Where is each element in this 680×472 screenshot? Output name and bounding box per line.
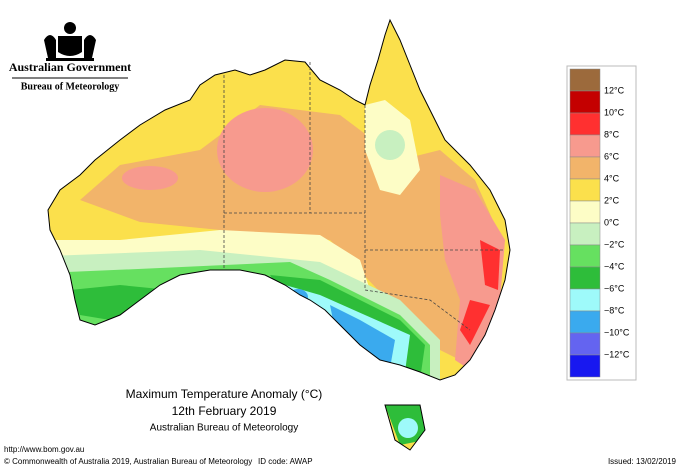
legend-label: −6°C <box>604 283 625 293</box>
legend-label: 6°C <box>604 151 620 161</box>
legend-swatch <box>569 200 601 224</box>
legend-label: 12°C <box>604 85 625 95</box>
issued: Issued: 13/02/2019 <box>608 457 677 466</box>
copyright: © Commonwealth of Australia 2019, Austra… <box>4 457 252 466</box>
legend-label: 8°C <box>604 129 620 139</box>
legend-label: 4°C <box>604 173 620 183</box>
legend-swatch <box>569 332 601 356</box>
legend-label: 0°C <box>604 217 620 227</box>
legend-swatch <box>569 90 601 114</box>
legend-swatch <box>569 266 601 290</box>
legend-swatch <box>569 68 601 92</box>
emblem <box>44 22 96 61</box>
legend-swatch <box>569 178 601 202</box>
legend-swatch <box>569 354 601 378</box>
legend-swatch <box>569 310 601 334</box>
legend: 12°C 10°C 8°C 6°C 4°C 2°C 0°C −2°C −4°C −6°C −8°C −… <box>566 65 637 381</box>
legend-label: 10°C <box>604 107 625 117</box>
legend-label: −2°C <box>604 239 625 249</box>
legend-swatch <box>569 112 601 136</box>
map-date: 12th February 2019 <box>172 404 277 418</box>
map-title: Maximum Temperature Anomaly (°C) <box>126 387 323 401</box>
legend-label: −8°C <box>604 305 625 315</box>
bureau: Bureau of Meteorology <box>21 81 120 92</box>
legend-frame <box>566 65 637 381</box>
coastline <box>47 18 511 451</box>
url: http://www.bom.gov.au <box>4 445 84 454</box>
legend-label: −12°C <box>604 349 630 359</box>
map-source: Australian Bureau of Meteorology <box>150 423 298 434</box>
legend-swatch <box>569 222 601 246</box>
legend-label: 2°C <box>604 195 620 205</box>
id-code: ID code: AWAP <box>258 457 313 466</box>
legend-label: −4°C <box>604 261 625 271</box>
legend-swatch <box>569 134 601 158</box>
legend-swatch <box>569 244 601 268</box>
legend-swatch <box>569 156 601 180</box>
legend-swatch <box>569 288 601 312</box>
state-borders <box>223 62 505 331</box>
legend-label: −10°C <box>604 327 630 337</box>
government: Australian Government <box>9 60 131 74</box>
